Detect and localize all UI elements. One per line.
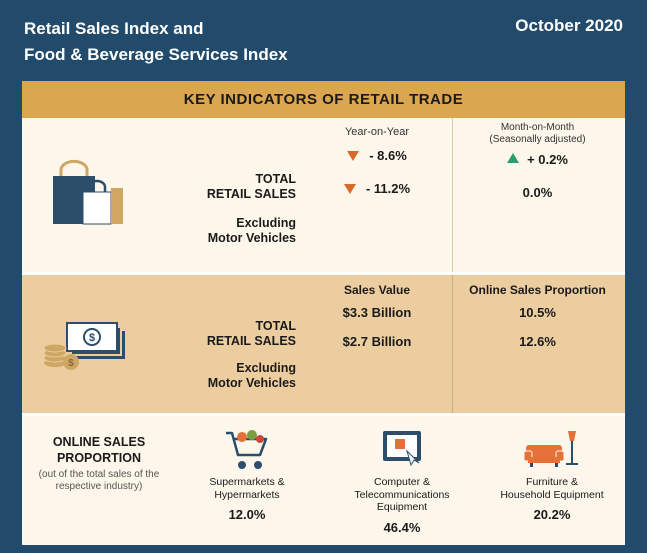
supermarkets-item: Supermarkets & Hypermarkets 12.0% (172, 416, 322, 545)
s3-sub: (out of the total sales of the respectiv… (36, 469, 162, 493)
excl-label-l1: Excluding (236, 216, 296, 230)
item1-value: 12.0% (178, 507, 316, 522)
item1-l2: Hypermarkets (214, 489, 279, 501)
online-prop-header: Online Sales Proportion (453, 283, 622, 297)
total-label-l2: RETAIL SALES (207, 187, 296, 201)
sofa-lamp-icon (488, 426, 616, 472)
total-yoy: - 8.6% (369, 148, 407, 163)
item3-value: 20.2% (488, 507, 616, 522)
sales-value-header: Sales Value (302, 283, 452, 297)
money-icon: $ $ (22, 275, 152, 413)
section-sales-value: $ $ TOTAL RETAIL SALES Excluding Motor V… (22, 275, 625, 416)
item3-l1: Furniture & (526, 476, 578, 488)
excl-sales-value: $2.7 Billion (302, 334, 452, 349)
excl2-l1: Excluding (236, 361, 296, 375)
total-label-l1: TOTAL (255, 172, 296, 186)
excl-yoy: - 11.2% (366, 181, 410, 196)
content: KEY INDICATORS OF RETAIL TRADE TOTAL RET… (22, 81, 625, 545)
excl-mom: 0.0% (523, 185, 553, 200)
yoy-column: Year-on-Year - 8.6% - 11.2% (302, 118, 452, 272)
shopping-cart-icon (178, 426, 316, 472)
mom-header-l1: Month-on-Month (501, 122, 574, 133)
excl-online-prop: 12.6% (453, 334, 622, 349)
online-prop-column: Online Sales Proportion 10.5% 12.6% (452, 275, 622, 413)
online-sales-title-block: ONLINE SALES PROPORTION (out of the tota… (22, 416, 172, 545)
total-sales-value: $3.3 Billion (302, 305, 452, 320)
banner-title: KEY INDICATORS OF RETAIL TRADE (22, 81, 625, 118)
total-online-prop: 10.5% (453, 305, 622, 320)
total2-l1: TOTAL (255, 319, 296, 333)
item2-l2: Telecommunications (354, 489, 449, 501)
sales-value-column: Sales Value $3.3 Billion $2.7 Billion (302, 275, 452, 413)
total2-l2: RETAIL SALES (207, 334, 296, 348)
touchscreen-icon (328, 426, 476, 472)
row-labels-1: TOTAL RETAIL SALES Excluding Motor Vehic… (152, 118, 302, 272)
item3-l2: Household Equipment (500, 489, 603, 501)
header-title: Retail Sales Index and Food & Beverage S… (24, 16, 288, 67)
yoy-header: Year-on-Year (302, 126, 452, 138)
svg-text:$: $ (89, 332, 95, 344)
header: Retail Sales Index and Food & Beverage S… (0, 0, 647, 81)
excl-label-l2: Motor Vehicles (208, 231, 296, 245)
up-triangle-icon (507, 153, 519, 163)
item2-l1: Computer & (374, 476, 430, 488)
computer-telecom-item: Computer & Telecommunications Equipment … (322, 416, 482, 545)
furniture-item: Furniture & Household Equipment 20.2% (482, 416, 622, 545)
svg-text:$: $ (68, 358, 74, 369)
title-line2: Food & Beverage Services Index (24, 45, 288, 64)
item2-value: 46.4% (328, 520, 476, 535)
section-online-proportion: ONLINE SALES PROPORTION (out of the tota… (22, 416, 625, 545)
excl2-l2: Motor Vehicles (208, 376, 296, 390)
header-date: October 2020 (515, 16, 623, 36)
item1-l1: Supermarkets & (209, 476, 284, 488)
total-mom: + 0.2% (527, 152, 568, 167)
mom-header-l2: (Seasonally adjusted) (489, 134, 585, 145)
down-triangle-icon (344, 184, 356, 194)
section-change: TOTAL RETAIL SALES Excluding Motor Vehic… (22, 118, 625, 275)
s3-title-l2: PROPORTION (57, 451, 141, 465)
item2-l3: Equipment (377, 501, 427, 513)
mom-column: Month-on-Month (Seasonally adjusted) + 0… (452, 118, 622, 272)
row-labels-2: TOTAL RETAIL SALES Excluding Motor Vehic… (152, 275, 302, 413)
down-triangle-icon (347, 151, 359, 161)
s3-title-l1: ONLINE SALES (53, 435, 145, 449)
title-line1: Retail Sales Index and (24, 19, 204, 38)
shopping-bags-icon (22, 118, 152, 272)
